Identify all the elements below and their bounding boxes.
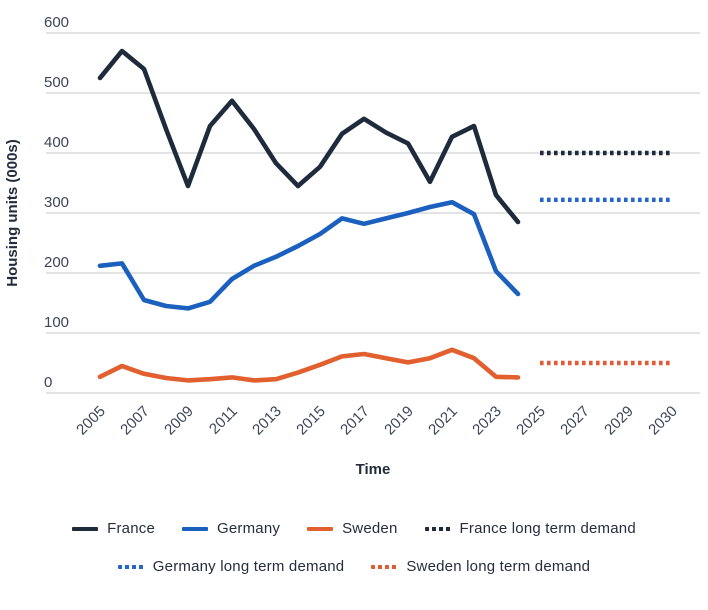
y-tick-label-300: 300 [44, 194, 69, 211]
x-tick-label-2009: 2009 [161, 403, 197, 439]
x-tick-label-2019: 2019 [381, 403, 417, 439]
series-line-germany [97, 199, 521, 311]
legend-item-germany: Germany [182, 520, 280, 537]
legend-row-2: Germany long term demand Sweden long term… [117, 558, 590, 575]
x-axis-title: Time [356, 461, 391, 478]
y-tick-label-400: 400 [44, 134, 69, 151]
legend-label: Sweden [342, 520, 398, 537]
y-axis-title: Housing units (000s) [4, 139, 21, 287]
x-tick-label-2027: 2027 [557, 403, 593, 439]
x-tick-label-2015: 2015 [293, 403, 329, 439]
x-tick-label-2017: 2017 [337, 403, 373, 439]
x-tick-label-2013: 2013 [249, 403, 285, 439]
legend-label: Sweden long term demand [406, 558, 591, 575]
legend-label: France [107, 520, 155, 537]
legend-item-sweden-long-term-demand: Sweden long term demand [371, 558, 590, 575]
y-tick-label-600: 600 [44, 14, 69, 31]
y-tick-label-200: 200 [44, 254, 69, 271]
dotted-line-swatch-icon [371, 564, 398, 569]
legend-item-france: France [72, 520, 155, 537]
legend-item-sweden: Sweden [307, 520, 397, 537]
x-tick-label-2021: 2021 [425, 403, 461, 439]
y-tick-label-0: 0 [44, 374, 52, 391]
y-tick-label-100: 100 [44, 314, 69, 331]
x-tick-label-2011: 2011 [206, 403, 241, 438]
dotted-line-swatch-icon [424, 526, 451, 531]
y-tick-label-500: 500 [44, 74, 69, 91]
x-tick-label-2023: 2023 [469, 403, 505, 439]
legend-label: Germany long term demand [152, 558, 345, 575]
dotted-line-swatch-icon [117, 564, 144, 569]
series-line-france [97, 48, 521, 225]
legend-label: Germany [217, 520, 281, 537]
x-tick-label-2007: 2007 [117, 403, 153, 439]
solid-line-swatch-icon [307, 526, 334, 531]
series-line-sweden [97, 347, 521, 383]
solid-line-swatch-icon [182, 526, 208, 531]
legend-item-germany-long-term-demand: Germany long term demand [117, 558, 345, 575]
x-tick-label-2030: 2030 [645, 403, 681, 439]
solid-line-swatch-icon [72, 526, 99, 531]
legend-item-france-long-term-demand: France long term demand [424, 520, 636, 537]
legend-label: France long term demand [459, 520, 636, 537]
legend-row-1: France Germany Sweden France long term dema… [72, 520, 636, 537]
x-tick-label-2025: 2025 [513, 403, 549, 439]
chart-legend: France Germany Sweden France long term dema… [0, 520, 708, 575]
x-tick-label-2005: 2005 [73, 403, 109, 439]
x-tick-label-2029: 2029 [601, 403, 637, 439]
